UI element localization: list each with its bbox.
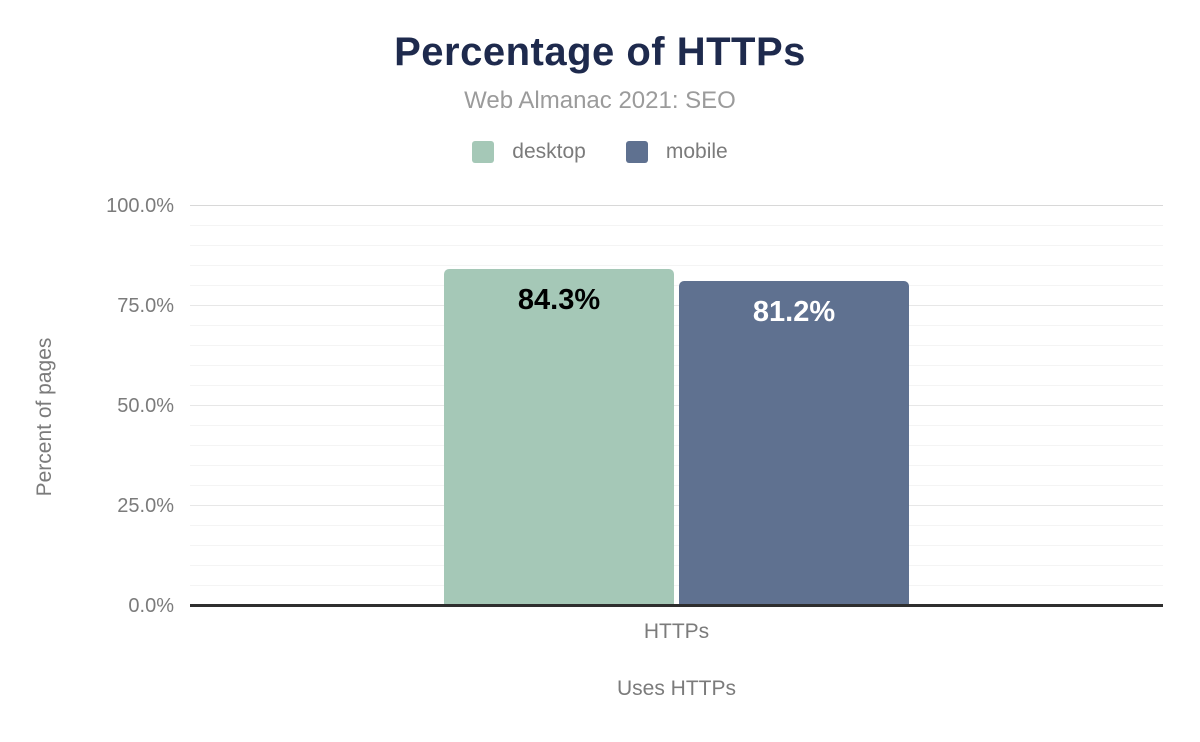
gridline-major (190, 205, 1163, 206)
y-tick-label: 50.0% (117, 395, 174, 417)
legend-label: desktop (512, 140, 586, 163)
gridline-minor (190, 425, 1163, 426)
y-axis-title-label: Percent of pages (33, 337, 56, 497)
gridline-minor (190, 345, 1163, 346)
gridline-minor (190, 465, 1163, 466)
gridline-major (190, 405, 1163, 406)
legend-swatch-desktop (472, 141, 495, 163)
y-tick-label: 25.0% (117, 495, 174, 517)
gridline-minor (190, 385, 1163, 386)
legend-item-desktop: desktop (472, 140, 586, 164)
x-axis-line (190, 604, 1163, 607)
gridline-minor (190, 585, 1163, 586)
gridline-minor (190, 485, 1163, 486)
bar-mobile: 81.2% (679, 281, 909, 606)
gridline-minor (190, 265, 1163, 266)
y-tick-label: 75.0% (117, 295, 174, 317)
y-axis-labels: 100.0% 75.0% 50.0% 25.0% 0.0% (60, 195, 182, 617)
category-label: HTTPs (643, 620, 710, 643)
gridline-minor (190, 545, 1163, 546)
gridline-minor (190, 525, 1163, 526)
x-axis-title: Uses HTTPs (616, 677, 736, 700)
gridline-minor (190, 245, 1163, 246)
bar-desktop: 84.3% (444, 268, 674, 606)
gridline-major (190, 305, 1163, 306)
y-tick-label: 100.0% (106, 195, 174, 217)
gridline-minor (190, 285, 1163, 286)
bar-value-label: 84.3% (517, 283, 601, 316)
plot-area: 84.3% 81.2% (190, 205, 1163, 606)
gridline-minor (190, 445, 1163, 446)
y-tick-label: 0.0% (128, 595, 174, 617)
gridline-minor (190, 565, 1163, 566)
legend: desktop mobile (0, 140, 1200, 164)
bar-value-label: 81.2% (752, 296, 836, 329)
gridline-minor (190, 325, 1163, 326)
chart-subtitle: Web Almanac 2021: SEO (464, 87, 736, 114)
legend-swatch-mobile (625, 141, 648, 163)
legend-item-mobile: mobile (625, 140, 728, 164)
legend-label: mobile (665, 140, 728, 163)
chart-title: Percentage of HTTPs (394, 30, 806, 74)
gridline-minor (190, 225, 1163, 226)
gridline-major (190, 505, 1163, 506)
gridline-minor (190, 365, 1163, 366)
